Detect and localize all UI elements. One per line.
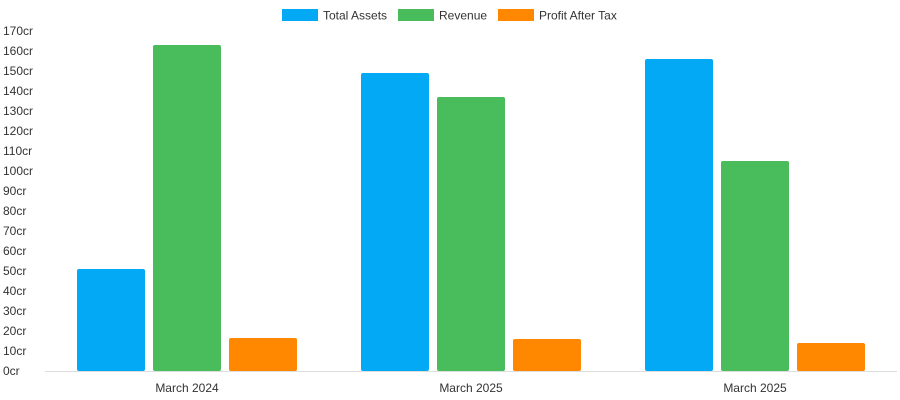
legend: Total Assets Revenue Profit After Tax xyxy=(282,9,617,23)
y-tick-label: 130cr xyxy=(3,104,33,118)
bar-total-assets-1[interactable] xyxy=(77,269,145,371)
bar-profit-after-tax-1[interactable] xyxy=(229,338,297,371)
y-tick-label: 160cr xyxy=(3,44,33,58)
y-tick-label: 140cr xyxy=(3,84,33,98)
y-tick-label: 60cr xyxy=(3,244,26,258)
x-tick-label: March 2024 xyxy=(155,381,219,395)
legend-swatch xyxy=(398,9,434,21)
x-tick-label: March 2025 xyxy=(723,381,787,395)
legend-swatch xyxy=(498,9,534,21)
legend-item-3[interactable]: Profit After Tax xyxy=(498,9,617,23)
y-tick-label: 40cr xyxy=(3,284,26,298)
bar-profit-after-tax-2[interactable] xyxy=(513,339,581,371)
legend-label: Profit After Tax xyxy=(539,9,617,23)
y-tick-label: 110cr xyxy=(3,144,32,158)
y-tick-label: 20cr xyxy=(3,324,26,338)
x-axis: March 2024 March 2025 March 2025 xyxy=(45,371,897,395)
y-tick-label: 50cr xyxy=(3,264,26,278)
bar-revenue-2[interactable] xyxy=(437,97,505,371)
bar-profit-after-tax-3[interactable] xyxy=(797,343,865,371)
y-tick-label: 10cr xyxy=(3,344,26,358)
bar-revenue-3[interactable] xyxy=(721,161,789,371)
y-tick-label: 170cr xyxy=(3,24,33,38)
legend-label: Total Assets xyxy=(323,9,387,23)
legend-label: Revenue xyxy=(439,9,487,23)
y-tick-label: 90cr xyxy=(3,184,26,198)
y-tick-label: 0cr xyxy=(3,364,20,378)
y-tick-label: 100cr xyxy=(3,164,33,178)
bar-total-assets-2[interactable] xyxy=(361,73,429,371)
legend-item-1[interactable]: Total Assets xyxy=(282,9,387,23)
y-tick-label: 120cr xyxy=(3,124,33,138)
bar-revenue-1[interactable] xyxy=(153,45,221,371)
y-axis: 0cr 10cr 20cr 30cr 40cr 50cr 60cr 70cr 80cr 90cr 1… xyxy=(3,24,33,378)
x-tick-label: March 2025 xyxy=(439,381,503,395)
bars xyxy=(77,45,865,371)
y-tick-label: 70cr xyxy=(3,224,26,238)
legend-swatch xyxy=(282,9,318,21)
y-tick-label: 80cr xyxy=(3,204,26,218)
y-tick-label: 30cr xyxy=(3,304,26,318)
legend-item-2[interactable]: Revenue xyxy=(398,9,487,23)
bar-total-assets-3[interactable] xyxy=(645,59,713,371)
y-tick-label: 150cr xyxy=(3,64,33,78)
